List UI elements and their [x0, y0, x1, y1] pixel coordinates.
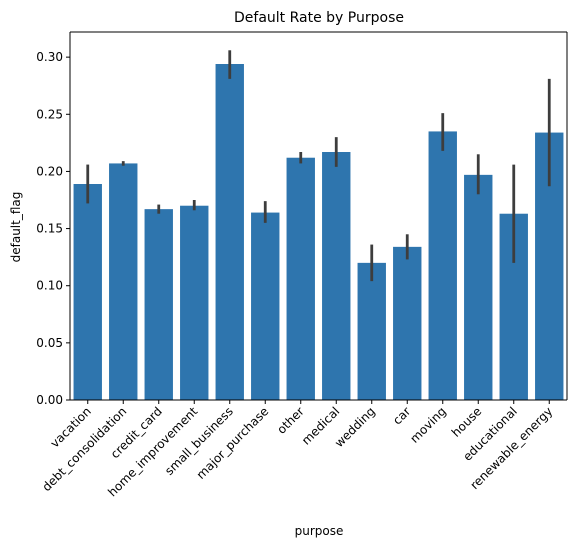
bar-major_purchase [251, 212, 280, 400]
x-axis-label: purpose [295, 524, 344, 538]
bar-house [464, 174, 493, 400]
plot-area: 0.000.050.100.150.200.250.30vacationdebt… [36, 31, 568, 499]
x-tick-label: moving [407, 404, 449, 446]
bar-vacation [73, 184, 102, 400]
y-axis-label: default_flag [9, 192, 23, 263]
bar-small_business [215, 64, 244, 400]
x-tick-label: car [390, 404, 413, 427]
y-tick-label: 0.10 [36, 279, 63, 293]
bar-moving [428, 131, 457, 400]
y-tick-label: 0.05 [36, 336, 63, 350]
bar-home_improvement [180, 205, 209, 400]
y-tick-label: 0.25 [36, 107, 63, 121]
chart-title: Default Rate by Purpose [234, 10, 404, 26]
y-tick-label: 0.30 [36, 50, 63, 64]
bar-medical [322, 152, 351, 400]
bar-other [286, 157, 315, 400]
bar-wedding [357, 262, 386, 400]
bar-credit_card [144, 209, 173, 400]
bar-debt_consolidation [109, 163, 138, 400]
y-tick-label: 0.20 [36, 164, 63, 178]
bar-car [393, 246, 422, 400]
y-tick-label: 0.15 [36, 222, 63, 236]
y-tick-label: 0.00 [36, 393, 63, 407]
x-tick-label: other [274, 404, 307, 437]
